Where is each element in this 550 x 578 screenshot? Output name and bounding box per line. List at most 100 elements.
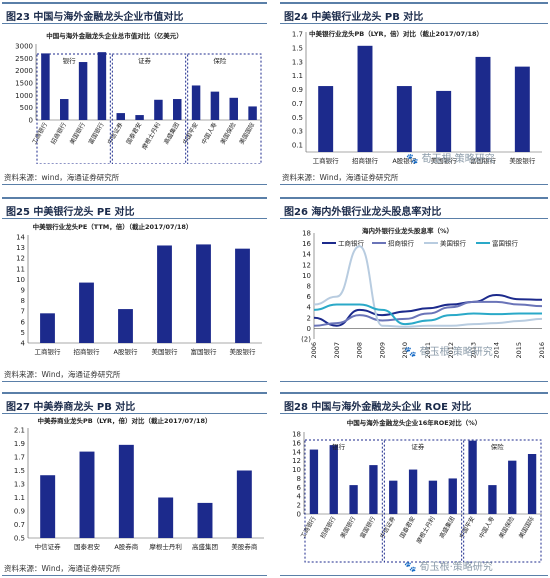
bar <box>448 478 457 514</box>
y-tick-label: 8 <box>21 297 25 305</box>
x-tick-label: 富国银行 <box>470 156 497 164</box>
chart-market-cap: 中国与海外金融龙头企业总市值对比（亿美元） 0 500 1000 1500 2000 250… <box>15 31 262 164</box>
bar <box>157 245 172 343</box>
y-tick-label: 0 <box>307 325 311 333</box>
chart-title: 海内外银行业龙头股息率（%） <box>362 226 453 235</box>
y-tick-label: 3000 <box>15 43 33 51</box>
chart-title: 中美银行业龙头PE（TTM，倍）（截止2017/07/18） <box>33 222 193 231</box>
y-tick-label: 2500 <box>15 55 33 63</box>
x-tick-label: 2012 <box>447 342 455 359</box>
y-tick-label: 11 <box>16 265 25 273</box>
x-tick-label: 美股券商 <box>231 542 258 551</box>
bar <box>408 469 418 514</box>
x-tick-label: 美股银行 <box>230 347 257 356</box>
panel-title: 图24 中美银行业龙头 PB 对比 <box>280 2 548 24</box>
y-tick-label: 2000 <box>15 67 33 75</box>
y-tick-label: 0.7 <box>292 100 303 108</box>
bar <box>248 106 257 120</box>
bar <box>135 115 144 120</box>
x-tick-label: 中国人寿 <box>477 515 496 540</box>
group-label: 证券 <box>138 56 152 65</box>
x-tick-label: 高盛集团 <box>438 515 457 540</box>
y-tick-label: (2) <box>301 336 311 344</box>
x-tick-label: 工商银行 <box>313 156 340 164</box>
y-tick-label: 1.1 <box>292 72 303 80</box>
chart-title: 中美券商业龙头PB（LYR，倍）对比（截止2017/07/18） <box>38 416 212 425</box>
y-tick-label: 0 <box>29 117 33 125</box>
x-tick-label: 2006 <box>310 342 318 359</box>
y-tick-label: 16 <box>302 240 311 248</box>
group-box <box>111 53 187 164</box>
group-label: 银行 <box>332 442 346 451</box>
x-tick-label: 2008 <box>356 342 364 359</box>
y-tick-label: 1.1 <box>14 494 25 502</box>
x-tick-label: 美国银行 <box>152 347 179 356</box>
x-tick-label: 招商银行 <box>352 156 379 164</box>
panel-title: 图26 海内外银行业龙头股息率对比 <box>280 197 548 219</box>
y-tick-label: 1000 <box>15 92 33 100</box>
y-tick-label: 6 <box>297 484 302 492</box>
x-tick-label: 中信证券 <box>35 542 62 551</box>
y-tick-label: 0 <box>297 511 301 519</box>
bar <box>527 454 537 514</box>
y-tick-label: 14 <box>16 234 25 242</box>
bar <box>41 53 50 120</box>
x-tick-label: A股银行 <box>114 347 138 356</box>
legend-label: 工商银行 <box>338 239 365 248</box>
bar <box>318 86 334 152</box>
panel-source: 资料来源：Wind，海通证券研究所 <box>4 370 121 379</box>
bar <box>236 470 252 538</box>
y-tick-label: 16 <box>292 439 301 447</box>
x-tick-label: 工商银行 <box>30 121 49 146</box>
x-tick-label: 工商银行 <box>299 515 318 540</box>
x-tick-label: 2007 <box>333 342 341 359</box>
bar <box>329 445 338 514</box>
x-tick-label: 2015 <box>515 342 523 359</box>
bar <box>158 497 174 538</box>
y-tick-label: 500 <box>20 104 33 112</box>
panel-title: 图23 中国与海外金融龙头企业市值对比 <box>2 2 267 24</box>
y-tick-label: 1.9 <box>14 440 25 448</box>
chart-title: 中美银行业龙头PB（LYR，倍）对比（截止2017/07/18） <box>309 29 483 38</box>
x-tick-label: 美国国际 <box>517 515 536 540</box>
y-tick-label: 14 <box>292 448 301 456</box>
bar <box>197 502 213 538</box>
x-tick-label: 高盛集团 <box>192 542 218 551</box>
x-tick-label: 美国银行 <box>338 515 357 540</box>
y-tick-label: 4 <box>307 304 312 312</box>
bar <box>475 56 491 152</box>
y-tick-label: 9 <box>21 287 25 295</box>
group-box <box>463 439 542 563</box>
legend-label: 富国银行 <box>492 239 519 248</box>
y-tick-label: 0.3 <box>292 128 303 136</box>
y-tick-label: 4 <box>21 340 26 348</box>
panel-bank-pe: 图25 中美银行龙头 PE 对比 中美银行业龙头PE（TTM，倍）（截止2017… <box>2 197 267 382</box>
watermark: 🐾 荀玉根·策略研究 <box>404 562 493 573</box>
bar <box>60 99 69 120</box>
y-tick-label: 5 <box>21 329 25 337</box>
x-tick-label: 美国银行 <box>68 121 87 146</box>
x-tick-label: 摩根士丹利 <box>140 121 162 151</box>
x-tick-label: 富国银行 <box>358 515 377 540</box>
x-tick-label: A股银行 <box>392 156 416 164</box>
group-box <box>36 53 111 164</box>
y-tick-label: 10 <box>302 272 311 280</box>
x-tick-label: 中信证券 <box>106 121 125 146</box>
y-tick-label: 1500 <box>15 80 33 88</box>
x-tick-label: 招商银行 <box>49 121 68 146</box>
x-tick-label: 国泰君安 <box>74 542 101 551</box>
bar <box>389 480 398 514</box>
bar <box>309 449 319 514</box>
x-tick-label: 招商银行 <box>74 347 101 356</box>
y-tick-label: 2 <box>297 502 301 510</box>
group-label: 保险 <box>213 56 227 65</box>
chart-broker-pb: 中美券商业龙头PB（LYR，倍）对比（截止2017/07/18） 0.5 0.7 0.… <box>14 416 264 551</box>
panel-dividend-yield: 图26 海内外银行业龙头股息率对比 (2) 0 2 4 6 8 10 12 14 16 18 2006… <box>280 197 548 382</box>
y-tick-label: 0.7 <box>14 521 25 529</box>
bar <box>191 85 201 120</box>
bar <box>118 309 133 343</box>
chart-dividend-yield: (2) 0 2 4 6 8 10 12 14 16 18 2006 2007 2008 2009 2010 20… <box>301 226 546 359</box>
bar <box>118 444 134 538</box>
bar <box>349 485 358 514</box>
bar <box>40 475 56 538</box>
